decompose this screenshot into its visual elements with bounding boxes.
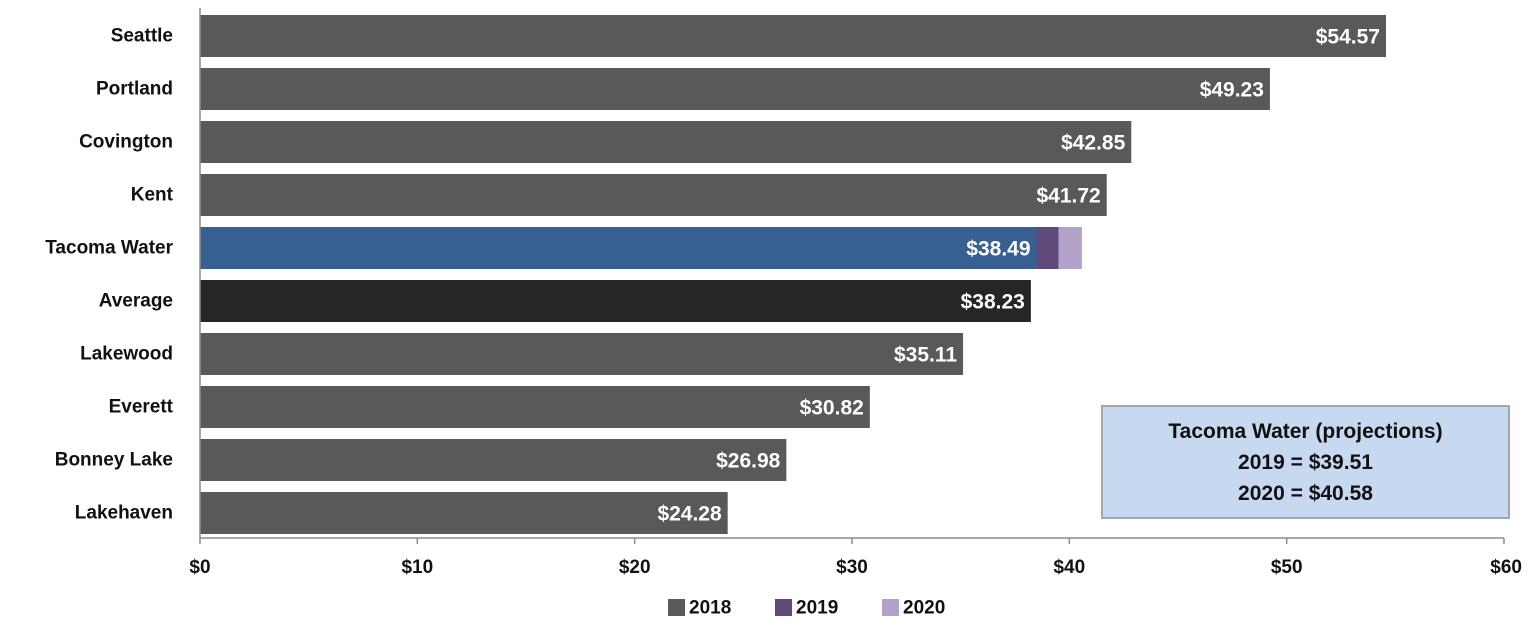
callout-line-2020: 2020 = $40.58 [1238,481,1373,505]
bar-tacoma-water-2019 [1036,227,1059,269]
category-label-average: Average [99,291,173,312]
data-label-average: $38.23 [961,291,1025,314]
bar-lakehaven-2018 [200,492,728,534]
callout-line-2019: 2019 = $39.51 [1238,450,1373,474]
projection-callout: Tacoma Water (projections) 2019 = $39.51… [1101,405,1510,519]
data-label-everett: $30.82 [800,397,864,420]
category-label-bonney-lake: Bonney Lake [55,450,173,471]
legend-swatch-2020 [882,599,899,616]
data-label-seattle: $54.57 [1316,26,1380,49]
category-label-lakewood: Lakewood [80,344,173,365]
category-labels: Seattle Portland Covington Kent Tacoma Water… [45,26,173,524]
category-label-kent: Kent [131,185,174,206]
data-label-portland: $49.23 [1200,79,1264,102]
bar-tacoma-water-2018 [200,227,1037,269]
x-tick-label: $20 [619,557,651,578]
data-label-bonney-lake: $26.98 [716,450,781,473]
data-label-kent: $41.72 [1036,185,1100,208]
x-tick-labels: $0 $10 $20 $30 $40 $50 $60 [189,557,1522,578]
legend: 2018 2019 2020 [668,598,945,619]
value-labels: $54.57 $49.23 $42.85 $41.72 $38.49 $38.23 $35.… [657,26,1380,526]
legend-label-2020: 2020 [903,598,945,619]
bar-lakewood-2018 [200,333,964,375]
data-label-covington: $42.85 [1061,132,1126,155]
bar-average-2018 [200,280,1031,322]
category-label-covington: Covington [79,132,173,153]
category-label-everett: Everett [109,397,174,418]
x-tick-label: $10 [401,557,433,578]
bar-kent-2018 [200,174,1107,216]
category-label-portland: Portland [96,79,173,100]
legend-swatch-2019 [775,599,792,616]
data-label-lakewood: $35.11 [894,344,957,367]
bar-tacoma-water-2020 [1058,227,1082,269]
bar-covington-2018 [200,121,1132,163]
bar-bonney-lake-2018 [200,439,787,481]
bars-group [200,15,1386,534]
axes [199,8,1505,544]
data-label-tacoma-water: $38.49 [966,238,1030,261]
bar-portland-2018 [200,68,1270,110]
x-tick-label: $30 [836,557,868,578]
category-label-seattle: Seattle [111,26,173,47]
category-label-tacoma-water: Tacoma Water [45,238,173,259]
category-label-lakehaven: Lakehaven [75,503,173,524]
callout-title: Tacoma Water (projections) [1168,419,1443,443]
x-tick-label: $60 [1490,557,1522,578]
legend-label-2018: 2018 [689,598,731,619]
x-tick-label: $50 [1271,557,1303,578]
x-tick-label: $0 [189,557,210,578]
legend-label-2019: 2019 [796,598,838,619]
x-tick-label: $40 [1053,557,1085,578]
data-label-lakehaven: $24.28 [657,503,722,526]
legend-swatch-2018 [668,599,685,616]
bar-seattle-2018 [200,15,1386,57]
bar-everett-2018 [200,386,870,428]
